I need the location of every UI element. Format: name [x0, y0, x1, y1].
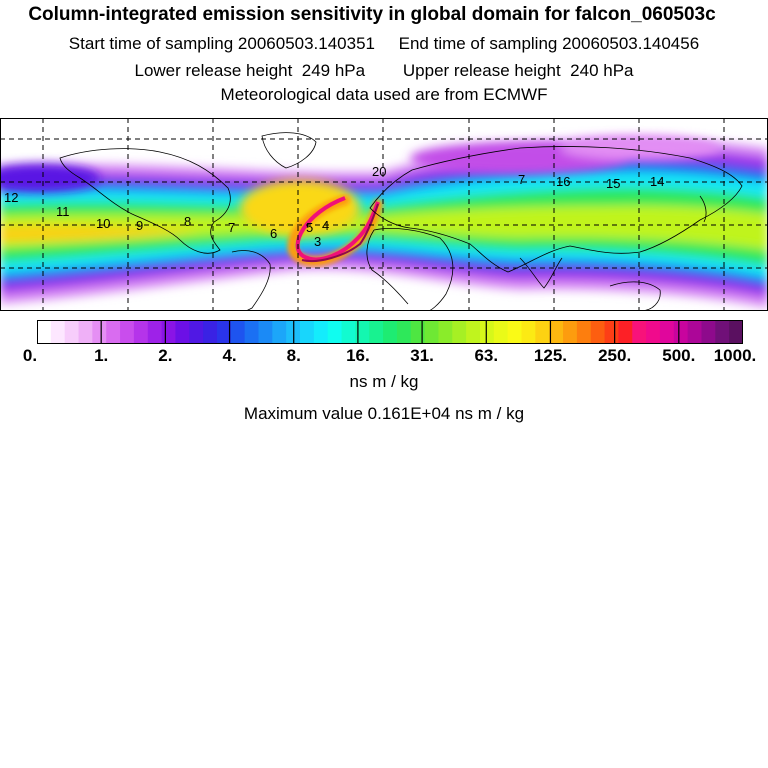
colorbar-tick-label: 31. [410, 346, 434, 365]
colorbar-cell [341, 320, 356, 344]
colorbar-cell [230, 320, 246, 344]
colorbar-cell [673, 320, 689, 344]
colorbar-cell [37, 320, 52, 344]
coastline-india [519, 257, 563, 289]
colorbar-cell [479, 320, 495, 344]
colorbar-cell [147, 320, 163, 344]
colorbar-border [37, 320, 743, 344]
trajectory-day-label: 7 [228, 220, 235, 235]
trajectory-day-label: 7 [518, 172, 525, 187]
colorbar-cell [369, 320, 384, 344]
coastline-north-america [59, 148, 231, 254]
colorbar-cell [521, 320, 536, 344]
trajectory-day-label: 5 [306, 220, 313, 235]
coastline-australia [609, 281, 661, 311]
trajectory-day-label: 16 [556, 174, 570, 189]
colorbar-cell [687, 320, 703, 344]
maximum-value-line: Maximum value 0.161E+04 ns m / kg [243, 404, 525, 423]
colorbar-tick-label: 4. [222, 346, 237, 365]
map-title: Column-integrated emission sensitivity i… [28, 4, 716, 25]
trajectory-day-label: 4 [322, 218, 329, 233]
colorbar-tick-labels: 0. 1. 2. 4. 8. 16. 31. 63. 125. 250. 500. 1000. [0, 346, 768, 366]
colorbar-cell [424, 320, 440, 344]
colorbar-cell [493, 320, 509, 344]
colorbar-tick-label: 2. [158, 346, 173, 365]
colorbar-cell [175, 320, 190, 344]
met-data-line: Meteorological data used are from ECMWF [220, 85, 548, 104]
colorbar-cell [563, 320, 578, 344]
colorbar-cell [106, 320, 121, 344]
colorbar-cell [646, 320, 661, 344]
colorbar-unit-label: ns m / kg [349, 372, 419, 391]
coastline-japan [699, 195, 707, 223]
coastline-greenland [261, 132, 317, 169]
emission-sensitivity-map: 20 7 16 15 14 12 11 10 9 8 7 6 5 43 [0, 118, 768, 311]
colorbar-cell [729, 320, 743, 344]
colorbar-cell [659, 320, 675, 344]
trajectory-day-label: 3 [314, 234, 321, 249]
colorbar-cell [466, 320, 481, 344]
colorbar-cell [313, 320, 329, 344]
colorbar-cell [92, 320, 107, 344]
colorbar-cell [604, 320, 620, 344]
coastline-africa [366, 228, 454, 311]
trajectory-day-label: 15 [606, 176, 620, 191]
colorbar-tick-label: 1. [94, 346, 109, 365]
trajectory-plume [295, 196, 380, 262]
colorbar-cell [327, 320, 343, 344]
colorbar-cell [410, 320, 426, 344]
colorbar-cell [383, 320, 398, 344]
trajectory-day-label: 14 [650, 174, 664, 189]
colorbar-cell [189, 320, 204, 344]
trajectory-day-label: 9 [136, 218, 143, 233]
colorbar-cell [576, 320, 592, 344]
colorbar-tick-label: 125. [533, 346, 567, 365]
colorbar-tick-label: 1000. [713, 346, 757, 365]
colorbar-tick-label: 63. [474, 346, 499, 365]
colorbar-tick-label: 500. [662, 346, 696, 365]
colorbar-cell [535, 320, 550, 344]
colorbar-cell [161, 320, 177, 344]
colorbar-cell [300, 320, 315, 344]
field-band-yellow-green [0, 205, 768, 250]
colorbar-cell [438, 320, 453, 344]
trajectory-day-label: 12 [4, 190, 18, 205]
trajectory-day-label: 8 [184, 214, 191, 229]
colorbar-cell [133, 320, 149, 344]
coastline-south-america [231, 250, 271, 311]
colorbar-cell [632, 320, 647, 344]
colorbar-cell [355, 320, 370, 344]
colorbar-cell [452, 320, 467, 344]
trajectory-day-label: 6 [270, 226, 277, 241]
colorbar-cell [507, 320, 523, 344]
trajectory-track [301, 203, 379, 262]
colorbar-cell [244, 320, 260, 344]
colorbar-cell [272, 320, 287, 344]
colorbar-cell [549, 320, 564, 344]
coastline-eurasia [369, 146, 743, 273]
colorbar-cell [590, 320, 606, 344]
field-band-yellow [0, 224, 200, 242]
colorbar-cell [701, 320, 716, 344]
colorbar-cell [396, 320, 412, 344]
sampling-time-line: Start time of sampling 20060503.140351 E… [68, 34, 700, 53]
colorbar-tick-label: 8. [286, 346, 301, 365]
colorbar-cell [64, 320, 80, 344]
colorbar-cell [50, 320, 66, 344]
colorbar-cell [715, 320, 730, 344]
colorbar-tick-label: 16. [346, 346, 370, 365]
colorbar-tick-label: 0. [22, 346, 38, 365]
colorbar [37, 320, 743, 344]
colorbar-cell [216, 320, 232, 344]
release-height-line: Lower release height 249 hPa Upper relea… [134, 61, 634, 80]
trajectory-day-label: 11 [56, 204, 70, 219]
trajectory-day-label: 10 [96, 216, 110, 231]
colorbar-cell [78, 320, 93, 344]
colorbar-cell [618, 320, 633, 344]
colorbar-cell [120, 320, 135, 344]
colorbar-cell [203, 320, 218, 344]
colorbar-tick-label: 250. [598, 346, 632, 365]
colorbar-cell [258, 320, 273, 344]
trajectory-day-label: 20 [372, 164, 386, 179]
